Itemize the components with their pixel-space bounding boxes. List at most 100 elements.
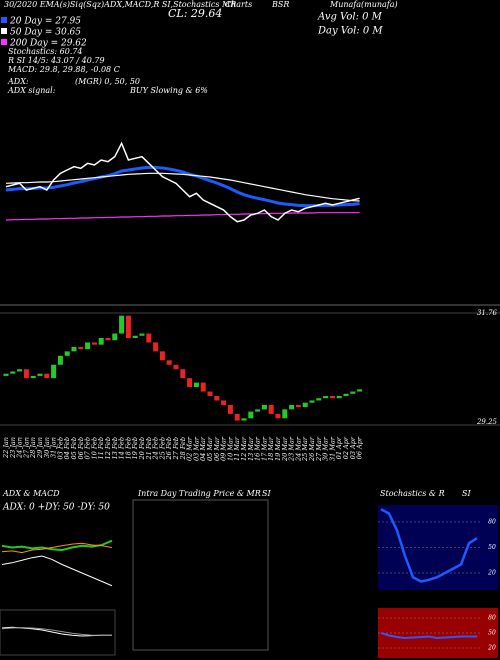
candle [343, 393, 349, 396]
candle [17, 369, 23, 372]
x-tick-label: 26 Feb [165, 437, 173, 461]
intraday-panel [132, 499, 269, 651]
macd-line [1, 627, 112, 636]
x-tick-label: 04 Mar [199, 436, 207, 461]
candle [98, 337, 104, 345]
x-tick-label: 11 Feb [97, 437, 105, 460]
candle [214, 395, 220, 401]
info: ADX signal: [7, 86, 56, 95]
x-tick-label: 13 Feb [111, 437, 119, 460]
candle [302, 402, 308, 408]
y-tick-label: 50 [488, 630, 496, 637]
candle [64, 351, 70, 356]
legend-swatch [1, 17, 7, 23]
header-charts: Charts [225, 0, 252, 9]
header: 30/2020 EMA(s)Siq(Sqz)ADX,MACD,R SI,Stoc… [4, 0, 236, 9]
x-tick-label: 25 Feb [158, 437, 166, 461]
x-tick-label: 16 Mar [254, 436, 262, 461]
x-tick-label: 18 Mar [267, 436, 275, 461]
candle [200, 382, 206, 392]
x-tick-label: 25 Mar [301, 436, 309, 462]
candle [51, 364, 57, 379]
candle [112, 333, 118, 341]
ma-line [5, 172, 360, 202]
panel-title: ADX & MACD [2, 489, 60, 498]
x-tick-label: 06 Apr [356, 436, 364, 459]
candle [159, 351, 165, 361]
legend-label: 50 Day = 30.65 [10, 28, 81, 38]
candle [221, 400, 227, 405]
x-tick-label: 05 Feb [70, 437, 78, 460]
x-tick-label: 10 Mar [226, 436, 234, 461]
x-tick-label: 10 Feb [90, 437, 98, 460]
candle [309, 400, 315, 403]
candle [316, 398, 322, 401]
y-tick-label: 20 [487, 570, 496, 577]
x-tick-label: 27 Mar [315, 436, 323, 462]
x-tick-label: 07 Feb [84, 437, 92, 460]
x-tick-label: 24 Jan [16, 437, 24, 459]
candle [261, 404, 267, 410]
panel-title: SI [262, 489, 271, 498]
x-tick-label: 17 Mar [260, 436, 268, 461]
legend-label: 20 Day = 27.95 [9, 17, 81, 27]
x-tick-label: 12 Feb [104, 437, 112, 460]
x-tick-label: 31 Mar [328, 436, 336, 461]
y-tick-label: 50 [488, 544, 496, 551]
info: MACD: 29.8, 29.88, -0.08 C [7, 65, 120, 74]
candle [44, 373, 50, 379]
x-tick-label: 28 Feb [179, 437, 187, 461]
x-tick-label: 01 Apr [335, 436, 343, 459]
x-tick-label: 23 Mar [288, 436, 296, 462]
candle [295, 404, 301, 408]
x-tick-label: 27 Feb [172, 437, 180, 461]
x-tick-label: 22 Jan [2, 437, 10, 459]
x-tick-label: 03 Apr [349, 436, 357, 459]
candle [119, 315, 125, 334]
x-tick-label: 02 Mar [186, 436, 194, 461]
info: (MGR) 0, 50, 50 [75, 77, 140, 86]
x-tick-label: 27 Jan [22, 437, 30, 459]
x-tick-label: 30 Mar [322, 436, 330, 461]
candle [323, 395, 329, 399]
rsi-line [380, 632, 477, 640]
candle [255, 409, 261, 412]
candle [91, 342, 97, 345]
candle [193, 382, 199, 388]
x-tick-label: 20 Feb [138, 437, 146, 461]
candle [289, 404, 295, 410]
legend-swatch [1, 39, 7, 45]
candle [10, 371, 16, 374]
candle [85, 342, 91, 350]
x-tick-label: 13 Mar [247, 436, 255, 461]
x-tick-label: 14 Feb [118, 437, 126, 460]
candle [275, 413, 281, 419]
close-price: CL: 29.64 [168, 7, 222, 20]
x-tick-label: 31 Jan [50, 437, 58, 458]
adx-line [1, 539, 113, 552]
candle [23, 369, 29, 379]
x-tick-label: 23 Jan [9, 437, 17, 459]
adx-line [1, 542, 113, 554]
y-tick-label: 31.76 [477, 309, 498, 317]
x-tick-label: 12 Mar [240, 436, 248, 461]
y-tick-label: 80 [488, 519, 496, 526]
candle [180, 369, 186, 379]
info: R SI 14/5: 43.07 / 40.79 [7, 56, 105, 65]
candle [241, 418, 247, 421]
info: ADX: [7, 77, 29, 86]
x-tick-label: 06 Feb [77, 437, 85, 460]
x-tick-label: 24 Mar [294, 436, 302, 462]
day-vol: Day Vol: 0 M [317, 26, 383, 37]
candle [248, 411, 254, 419]
x-tick-label: 04 Feb [63, 437, 71, 460]
x-tick-label: 30 Jan [43, 437, 51, 458]
x-tick-label: 19 Mar [274, 436, 282, 461]
candle [282, 409, 288, 419]
candle [153, 342, 159, 352]
x-tick-label: 06 Mar [213, 436, 221, 461]
candle [37, 373, 43, 376]
x-tick-label: 09 Mar [220, 436, 228, 461]
legend-label: 200 Day = 29.62 [9, 39, 87, 49]
